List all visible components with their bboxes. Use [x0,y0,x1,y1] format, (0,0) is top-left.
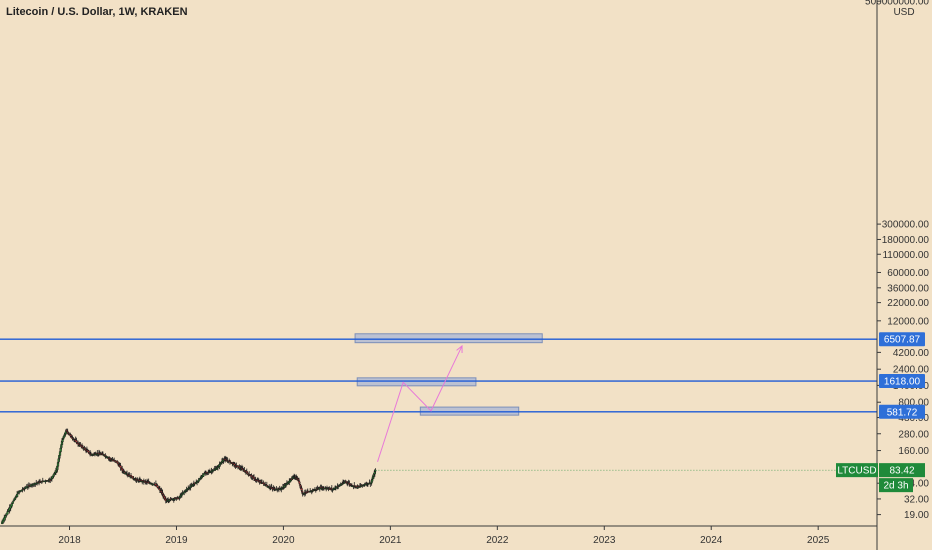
candle-body [297,480,301,482]
candle-body [53,473,56,476]
candle-body [61,439,64,443]
x-tick-label: 2023 [593,535,616,546]
bar-countdown-label: 2d 3h [883,481,908,492]
y-tick-label: 110000.00 [882,250,929,261]
candle-body [59,447,62,452]
candle-body [63,435,66,438]
y-tick-label: 300000.00 [882,220,930,231]
level-price-label: 1618.00 [884,377,921,388]
candle-body [13,497,17,501]
x-tick-label: 2022 [486,535,509,546]
candle-body [129,475,133,477]
y-tick-label: 4200.00 [893,348,930,359]
candle-body [301,490,304,493]
candle-body [252,477,256,479]
candle-body [12,499,16,502]
projected-path [377,345,463,462]
candle-body [11,501,14,504]
x-tick-label: 2020 [272,535,295,546]
candle-body [64,431,67,434]
candle-body [156,485,159,488]
symbol-tag [836,463,878,478]
x-tick-label: 2025 [807,535,830,546]
candle-body [10,503,13,507]
candle-body [62,438,65,440]
y-tick-label: 22000.00 [887,298,929,309]
candle-body [236,465,240,468]
y-tick-label: 60000.00 [887,268,929,279]
x-tick-label: 2019 [165,535,188,546]
candle-body [246,472,249,474]
supply-demand-zone [356,377,477,387]
bar-countdown-tag [879,478,913,493]
candle-body [298,481,301,484]
last-price-value: 83.42 [889,466,914,477]
level-price-label: 581.72 [887,407,918,418]
candle-body [66,431,69,433]
level-price-label: 6507.87 [884,335,921,346]
level-layer [0,338,877,413]
candle-body [216,466,220,468]
candle-body [300,488,303,491]
tag-layer: 6507.87 1618.00 581.72 LTCUSD 83.42 2d 3h [375,332,925,493]
candle-body [6,511,9,515]
candle-body [228,460,232,463]
level-price-tag [879,374,925,389]
candle-body [75,440,78,443]
candle-body [371,479,374,482]
level-price-tag [879,332,925,347]
x-tick-label: 2024 [700,535,723,546]
y-tick-label: 280.00 [898,429,929,440]
candle-body [16,493,19,498]
y-tick-label: 19.00 [904,510,929,521]
chart-title: Litecoin / U.S. Dollar, 1W, KRAKEN [6,6,188,18]
candle-body [56,462,60,467]
y-tick-label: 2400.00 [893,365,930,376]
symbol-label: LTCUSD [837,466,876,477]
x-tick-label: 2021 [379,535,402,546]
candle-layer [1,428,377,525]
y-tick-label: 36000.00 [887,283,929,294]
y-tick-label: 180000.00 [882,235,930,246]
y-tick-label: 12000.00 [887,316,929,327]
y-tick-label: 32.00 [904,494,929,505]
candle-body [4,515,7,519]
candle-body [202,474,205,477]
candle-body [373,471,376,475]
y-tick-label: 800.00 [898,398,929,409]
y-tick-label: 500000000.00 [865,0,929,8]
y-tick-label: 160.00 [898,446,929,457]
last-price-tag [879,463,925,478]
projection-layer [377,344,463,462]
price-axis-unit: USD [893,7,914,18]
projected-path-arrowhead [456,344,463,353]
level-price-tag [879,404,925,419]
candle-body [119,465,122,469]
y-tick-label: 54.00 [904,479,929,490]
candle-body [3,517,6,521]
candle-body [87,450,90,453]
supply-demand-zone [354,333,543,344]
x-tick-label: 2018 [58,535,81,546]
